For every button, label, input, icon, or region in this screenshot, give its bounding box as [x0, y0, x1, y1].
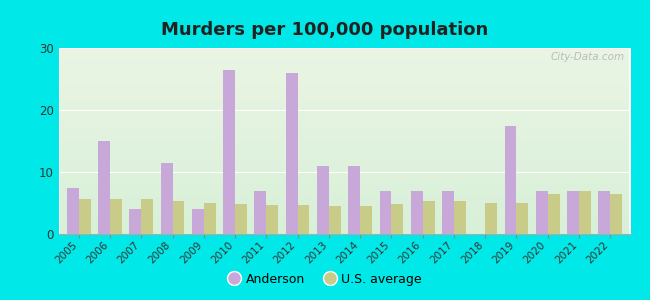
Bar	[516, 203, 528, 234]
Bar	[579, 191, 591, 234]
Bar	[161, 163, 173, 234]
Bar	[391, 204, 403, 234]
Bar	[79, 199, 91, 234]
Bar	[192, 209, 204, 234]
Bar	[255, 190, 266, 234]
Bar	[485, 203, 497, 234]
Bar	[235, 204, 247, 234]
Bar	[329, 206, 341, 234]
Bar	[504, 125, 516, 234]
Bar	[598, 190, 610, 234]
Bar	[610, 194, 622, 234]
Text: Murders per 100,000 population: Murders per 100,000 population	[161, 21, 489, 39]
Bar	[567, 190, 579, 234]
Bar	[348, 166, 360, 234]
Bar	[548, 194, 560, 234]
Bar	[360, 206, 372, 234]
Bar	[266, 205, 278, 234]
Bar	[98, 141, 110, 234]
Bar	[129, 209, 141, 234]
Bar	[411, 190, 422, 234]
Bar	[317, 166, 329, 234]
Bar	[454, 201, 466, 234]
Bar	[422, 200, 434, 234]
Text: City-Data.com: City-Data.com	[551, 52, 625, 62]
Bar	[536, 190, 548, 234]
Bar	[380, 190, 391, 234]
Bar	[141, 199, 153, 234]
Legend: Anderson, U.S. average: Anderson, U.S. average	[223, 268, 427, 291]
Bar	[286, 73, 298, 234]
Bar	[223, 70, 235, 234]
Bar	[298, 205, 309, 234]
Bar	[442, 190, 454, 234]
Bar	[67, 188, 79, 234]
Bar	[204, 203, 216, 234]
Bar	[110, 199, 122, 234]
Bar	[173, 200, 185, 234]
